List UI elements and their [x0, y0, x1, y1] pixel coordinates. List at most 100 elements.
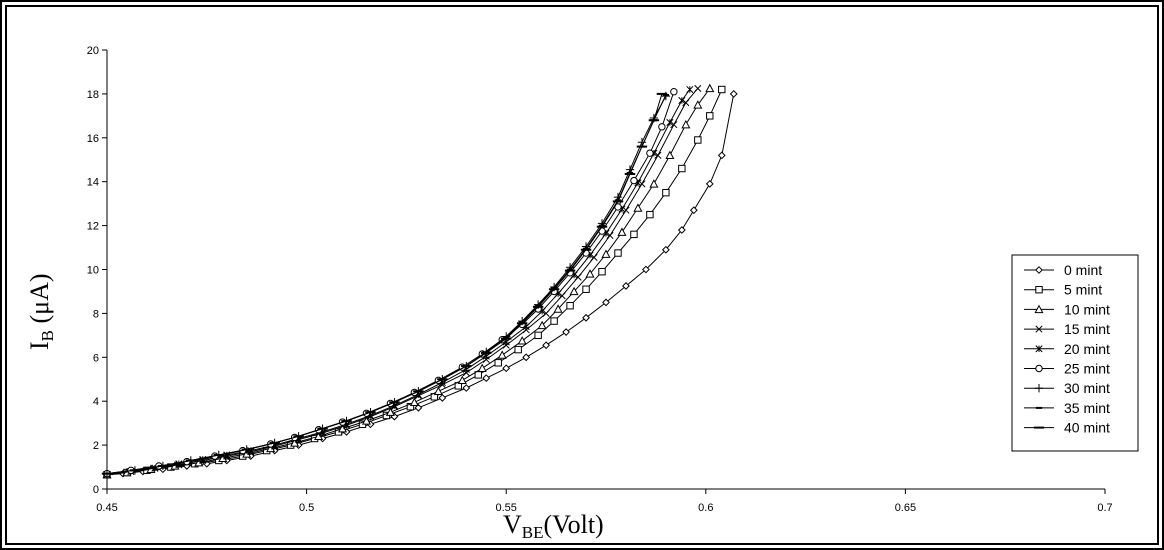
- axes: 0 2 4 6 8 10 12 14 16 18 20 0.45 0.5 0.55 0.6 0.65 0.7: [87, 45, 1113, 514]
- x-tick-label: 0.45: [96, 502, 117, 514]
- data-point: [314, 431, 324, 441]
- data-point: [729, 89, 738, 98]
- data-point: [433, 386, 443, 396]
- x-axis-title: VBE(Volt): [503, 510, 604, 542]
- legend: 0 mint 5 mint 10 mint 15 mint 20 mint 25 mint…: [1011, 254, 1139, 452]
- data-point: [606, 231, 614, 240]
- data-point: [705, 83, 715, 93]
- data-point: [665, 150, 675, 160]
- y-tick-label: 18: [87, 89, 99, 101]
- data-point: [414, 403, 423, 412]
- data-point: [622, 282, 630, 290]
- data-point: [542, 309, 550, 317]
- data-point: [517, 336, 527, 345]
- y-axis-title-suffix: (μA): [25, 273, 54, 330]
- data-point: [706, 112, 714, 120]
- data-point: [361, 416, 372, 425]
- data-point: [562, 328, 570, 336]
- data-point: [502, 364, 511, 373]
- x-tick-label: 0.7: [1097, 502, 1112, 514]
- data-point: [661, 245, 670, 254]
- y-tick-label: 12: [87, 221, 99, 233]
- legend-label: 20 mint: [1064, 341, 1110, 357]
- data-point: [175, 460, 183, 468]
- data-point: [649, 179, 659, 188]
- legend-label: 5 mint: [1064, 282, 1102, 298]
- x-tick-label: 0.5: [299, 502, 314, 514]
- data-point: [682, 99, 690, 107]
- data-point: [662, 188, 670, 197]
- data-point: [497, 350, 507, 359]
- data-point: [474, 371, 482, 379]
- data-point: [670, 121, 678, 129]
- data-point: [622, 206, 630, 214]
- data-point: [658, 123, 666, 131]
- data-point: [590, 253, 598, 261]
- data-point: [678, 96, 686, 105]
- data-point: [602, 298, 610, 307]
- data-point: [694, 84, 702, 92]
- legend-marker: [1034, 304, 1044, 314]
- data-point: [482, 347, 491, 357]
- data-point: [598, 267, 606, 276]
- data-point: [494, 359, 502, 367]
- legend-label: 30 mint: [1064, 380, 1110, 396]
- series-3: [103, 84, 702, 479]
- data-point: [718, 85, 726, 94]
- data-point: [689, 206, 698, 215]
- legend-marker: [1035, 286, 1043, 294]
- data-point: [566, 302, 574, 310]
- series-8: [101, 92, 668, 475]
- data-point: [409, 397, 419, 406]
- data-point: [646, 149, 654, 157]
- series-layer: [101, 83, 738, 479]
- data-point: [717, 151, 726, 160]
- data-point: [614, 249, 622, 257]
- data-point: [569, 286, 579, 296]
- x-axis-title-sub: BE: [522, 523, 544, 542]
- data-point: [670, 88, 678, 96]
- data-point: [462, 384, 471, 392]
- data-point: [686, 85, 694, 94]
- data-point: [693, 100, 703, 109]
- data-point: [646, 210, 654, 219]
- y-tick-label: 8: [93, 308, 99, 320]
- data-point: [337, 423, 348, 433]
- data-point: [385, 407, 395, 416]
- y-tick-label: 6: [93, 352, 99, 364]
- data-point: [553, 304, 563, 313]
- legend-box: [1011, 254, 1139, 452]
- data-point: [438, 394, 447, 402]
- series-1: [103, 85, 726, 479]
- series-5: [103, 88, 678, 478]
- legend-marker: [1035, 325, 1043, 333]
- data-point: [694, 136, 702, 144]
- legend-label: 25 mint: [1064, 361, 1110, 377]
- data-point: [630, 176, 638, 185]
- series-line: [106, 88, 711, 476]
- series-line: [106, 91, 675, 475]
- data-point: [550, 317, 558, 325]
- y-tick-label: 20: [87, 45, 99, 57]
- y-tick-label: 0: [93, 484, 99, 496]
- data-point: [537, 320, 547, 330]
- data-point: [477, 363, 487, 372]
- data-point: [633, 203, 643, 212]
- x-axis-title-main: V: [503, 510, 522, 539]
- data-point: [601, 249, 611, 258]
- data-point: [290, 438, 300, 447]
- data-point: [681, 119, 691, 129]
- y-axis-title-main: I: [25, 341, 54, 350]
- series-4: [103, 85, 694, 479]
- series-2: [102, 83, 715, 479]
- data-point: [558, 292, 566, 300]
- data-point: [666, 118, 674, 126]
- legend-marker: [1035, 345, 1043, 353]
- y-axis-title: IB (μA): [25, 273, 57, 350]
- data-point: [482, 374, 491, 383]
- series-6: [102, 91, 671, 478]
- data-point: [542, 341, 551, 350]
- series-line: [106, 89, 691, 476]
- y-tick-label: 2: [93, 440, 99, 452]
